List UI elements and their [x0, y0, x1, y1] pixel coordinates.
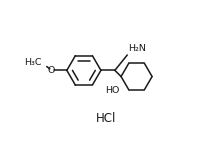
Text: HCl: HCl: [95, 112, 116, 125]
Text: H₃C: H₃C: [24, 58, 41, 67]
Text: HO: HO: [105, 86, 119, 95]
Text: H₂N: H₂N: [128, 44, 146, 53]
Text: O: O: [48, 66, 55, 75]
